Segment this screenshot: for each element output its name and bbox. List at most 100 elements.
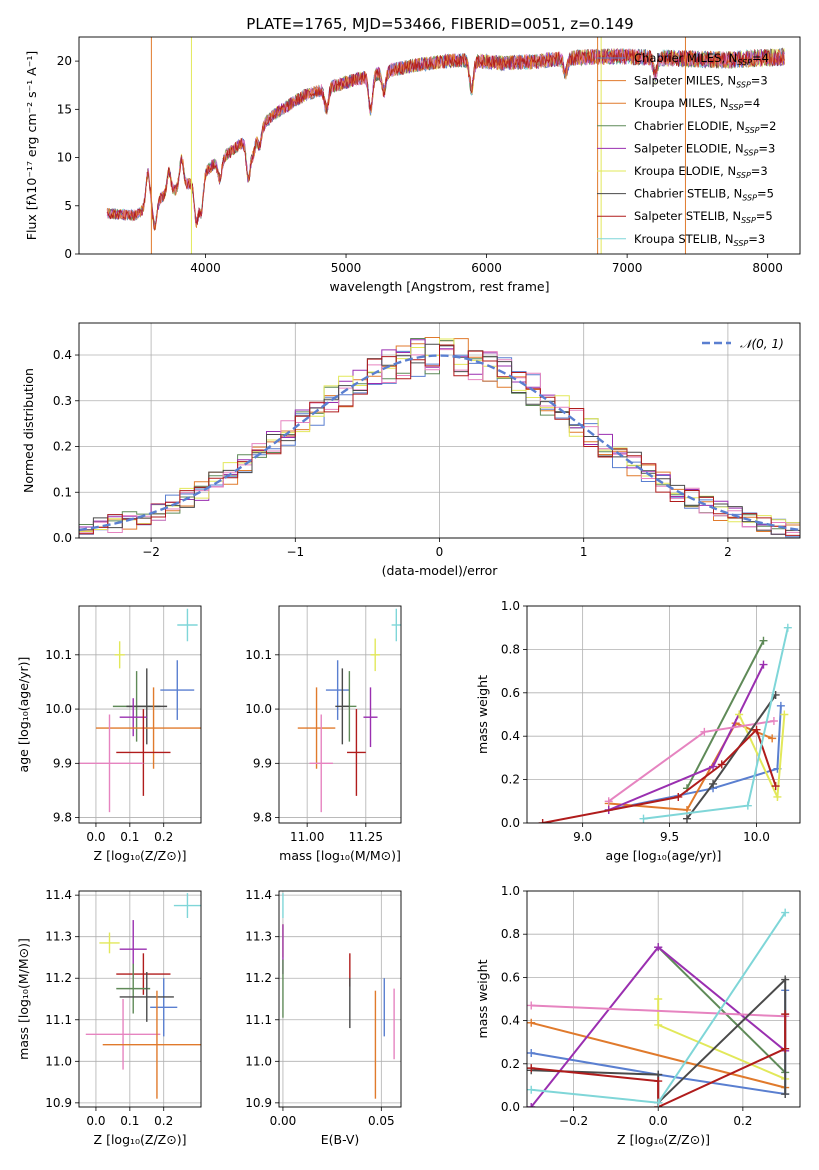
- legend-entry: Chabrier ELODIE, NSSP=2: [597, 119, 776, 135]
- x-tick-label: 0.2: [733, 1114, 752, 1128]
- error-point: [116, 709, 171, 796]
- error-point: [114, 641, 125, 669]
- weight-marker: [783, 623, 792, 632]
- legend-label-eq: =4: [743, 96, 760, 110]
- error-point: [347, 709, 366, 796]
- legend-label: Salpeter STELIB, NSSP=5: [634, 209, 773, 225]
- y-tick-label: 11.2: [245, 971, 272, 985]
- y-tick-label: 0.0: [53, 531, 72, 545]
- weight-marker: [639, 814, 648, 823]
- error-point: [116, 963, 151, 1014]
- x-tick-label: 0.0: [649, 1114, 668, 1128]
- weight-marker: [759, 660, 768, 669]
- y-tick-label: 1.0: [501, 884, 520, 898]
- x-tick-label: 0.00: [270, 1114, 297, 1128]
- error-point: [173, 893, 201, 918]
- weight-marker: [781, 975, 790, 984]
- x-tick-label: 0.0: [86, 1114, 105, 1128]
- y-tick-label: 0.6: [501, 970, 520, 984]
- x-tick-label: 9.5: [660, 830, 679, 844]
- residuals-legend: 𝒩(0, 1): [702, 337, 784, 351]
- weight-marker: [700, 727, 709, 736]
- y-tick-label: 11.2: [45, 971, 72, 985]
- y-tick-label: 0.0: [501, 1100, 520, 1114]
- y-axis-label: mass weight: [475, 959, 490, 1038]
- weight-marker: [527, 1103, 536, 1107]
- y-tick-label: 0.4: [501, 1014, 520, 1028]
- figure-title: PLATE=1765, MJD=53466, FIBERID=0051, z=0…: [246, 15, 633, 33]
- legend-entry: Chabrier MILES, NSSP=4: [597, 51, 769, 67]
- y-tick-label: 11.4: [45, 888, 72, 902]
- normal-curve: [79, 354, 800, 532]
- error-point: [102, 990, 201, 1099]
- weight-marker: [709, 762, 718, 771]
- weight-line-c8: [531, 1014, 787, 1107]
- axes-frame: [78, 322, 801, 539]
- error-point: [335, 668, 350, 745]
- legend-entry: Kroupa STELIB, NSSP=3: [597, 232, 765, 248]
- error-point: [85, 999, 161, 1070]
- legend-label-sub: SSP: [737, 58, 752, 67]
- x-tick-label: 0.1: [120, 830, 139, 844]
- x-tick-label: 6000: [471, 261, 502, 275]
- error-point: [150, 978, 178, 1037]
- y-tick-label: 0.8: [501, 927, 520, 941]
- y-tick-label: 15: [57, 102, 72, 116]
- y-tick-label: 11.1: [245, 1013, 272, 1027]
- weight-marker: [654, 1077, 663, 1086]
- panel-ebv_mass: 0.00 0.05 10.9 11.0 11.1 11.2 11.3 11.4 E(B-V): [245, 888, 402, 1147]
- weight-line-c2: [530, 1021, 786, 1089]
- y-axis-label: Normed distribution: [21, 368, 36, 493]
- legend-label-sub: SSP: [744, 148, 759, 157]
- weight-marker: [735, 710, 744, 719]
- legend-label-sub: SSP: [736, 171, 751, 180]
- weight-line-c9: [643, 627, 789, 820]
- x-tick-label: 10.0: [743, 830, 770, 844]
- x-tick-label: 0: [436, 545, 444, 559]
- x-tick-label: 4000: [190, 261, 221, 275]
- weight-marker: [781, 1010, 790, 1019]
- y-tick-label: 0.6: [501, 686, 520, 700]
- weight-marker: [717, 760, 726, 769]
- y-tick-label: 0.4: [53, 348, 72, 362]
- legend-label-main: Chabrier MILES, N: [634, 51, 737, 65]
- legend-label-main: Kroupa ELODIE, N: [634, 164, 736, 178]
- weight-marker: [776, 701, 785, 710]
- legend-entry: Salpeter MILES, NSSP=3: [597, 74, 768, 90]
- y-axis-label: mass [log₁₀(M/M⊙)]: [16, 938, 31, 1060]
- legend-label-sub: SSP: [734, 239, 749, 248]
- x-tick-label: 0.1: [120, 1114, 139, 1128]
- weight-marker: [771, 782, 780, 791]
- legend-label-sub: SSP: [742, 194, 757, 203]
- error-point: [370, 638, 380, 672]
- plot-area-spectrum: [106, 37, 785, 254]
- legend-entry: Kroupa ELODIE, NSSP=3: [597, 164, 768, 180]
- weight-line-c7: [686, 694, 777, 820]
- weight-line-c3: [686, 640, 765, 789]
- axes-frame: [78, 36, 801, 255]
- weight-marker: [654, 1098, 663, 1107]
- legend-label: Kroupa MILES, NSSP=4: [634, 96, 760, 112]
- weight-marker: [709, 779, 718, 788]
- error-point: [99, 932, 120, 954]
- weight-marker: [654, 995, 663, 1003]
- y-tick-label: 10.1: [245, 648, 272, 662]
- x-tick-label: 7000: [612, 261, 643, 275]
- weight-marker: [752, 725, 761, 734]
- legend-entry: Salpeter STELIB, NSSP=5: [597, 209, 773, 225]
- weight-line-c3: [657, 946, 786, 1074]
- y-tick-label: 5: [64, 199, 72, 213]
- plot-area-mass_age: [297, 608, 401, 813]
- x-tick-label: 0.0: [86, 830, 105, 844]
- weight-marker: [773, 792, 782, 801]
- legend-label-eq: =2: [760, 119, 777, 133]
- plot-area-z_age: [79, 608, 201, 813]
- error-point: [325, 660, 350, 720]
- weight-marker: [538, 819, 547, 823]
- legend-label: Salpeter ELODIE, NSSP=3: [634, 141, 775, 157]
- legend-label-eq: =5: [757, 187, 774, 201]
- x-axis-label: E(B-V): [321, 1132, 360, 1147]
- y-tick-label: 0.0: [501, 816, 520, 830]
- weight-marker: [527, 1064, 536, 1073]
- y-tick-label: 11.4: [245, 888, 272, 902]
